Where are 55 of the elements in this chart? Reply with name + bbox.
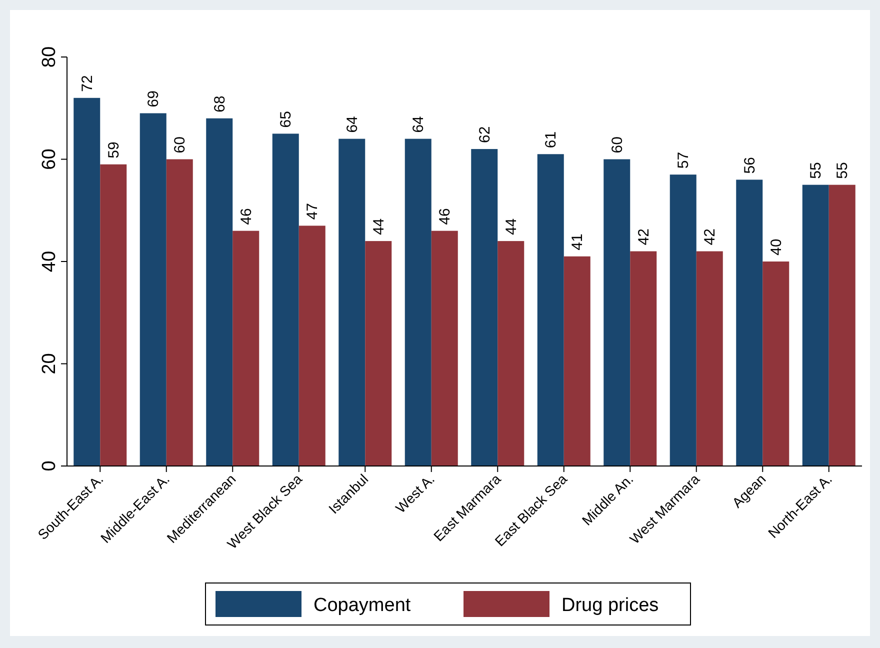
data-label: 61	[542, 131, 560, 148]
bar	[604, 159, 630, 466]
bar	[828, 184, 856, 466]
data-label: 55	[808, 162, 825, 179]
bar	[630, 251, 657, 466]
bar	[166, 159, 193, 466]
data-label: 59	[105, 142, 122, 158]
data-label: 68	[211, 96, 228, 112]
y-tick-label: 80	[39, 46, 60, 68]
legend-label: Drug prices	[562, 595, 659, 616]
bar	[140, 113, 166, 466]
bar	[537, 154, 564, 466]
bar	[670, 174, 696, 466]
bar	[365, 241, 392, 466]
bar	[431, 230, 458, 466]
bar	[272, 134, 299, 466]
y-tick-label: 20	[39, 353, 60, 374]
bar	[206, 118, 233, 466]
data-label: 44	[502, 218, 520, 236]
legend-label: Copayment	[314, 595, 412, 616]
bar	[802, 184, 829, 466]
data-label: 62	[476, 126, 494, 144]
data-label: 60	[172, 136, 189, 154]
y-tick-label: 0	[39, 460, 60, 472]
data-label: 42	[635, 228, 652, 246]
data-label: 64	[344, 116, 361, 133]
bar	[404, 138, 432, 466]
bar	[100, 164, 127, 466]
y-tick-label: 60	[39, 148, 60, 170]
data-label: 69	[145, 90, 162, 108]
data-label: 47	[304, 203, 322, 220]
bar	[298, 226, 326, 466]
bar	[74, 98, 100, 466]
data-label: 60	[608, 136, 626, 154]
bar	[338, 138, 366, 466]
data-label: 44	[370, 218, 388, 236]
bar	[564, 256, 590, 466]
y-tick-label: 40	[39, 250, 60, 272]
data-label: 64	[410, 116, 428, 133]
data-label: 57	[675, 152, 692, 169]
data-label: 46	[238, 208, 255, 225]
data-label: 56	[741, 157, 758, 174]
data-label: 65	[278, 111, 295, 128]
data-label: 72	[78, 75, 96, 92]
data-label: 40	[768, 238, 785, 256]
bar	[762, 262, 790, 466]
bar	[232, 230, 260, 466]
bar	[471, 149, 498, 466]
data-label: 46	[436, 208, 454, 225]
data-label: 42	[702, 228, 719, 246]
bar	[736, 180, 763, 466]
bar	[498, 241, 524, 466]
data-label: 55	[834, 162, 852, 179]
bar	[696, 251, 723, 466]
data-label: 41	[569, 234, 586, 250]
